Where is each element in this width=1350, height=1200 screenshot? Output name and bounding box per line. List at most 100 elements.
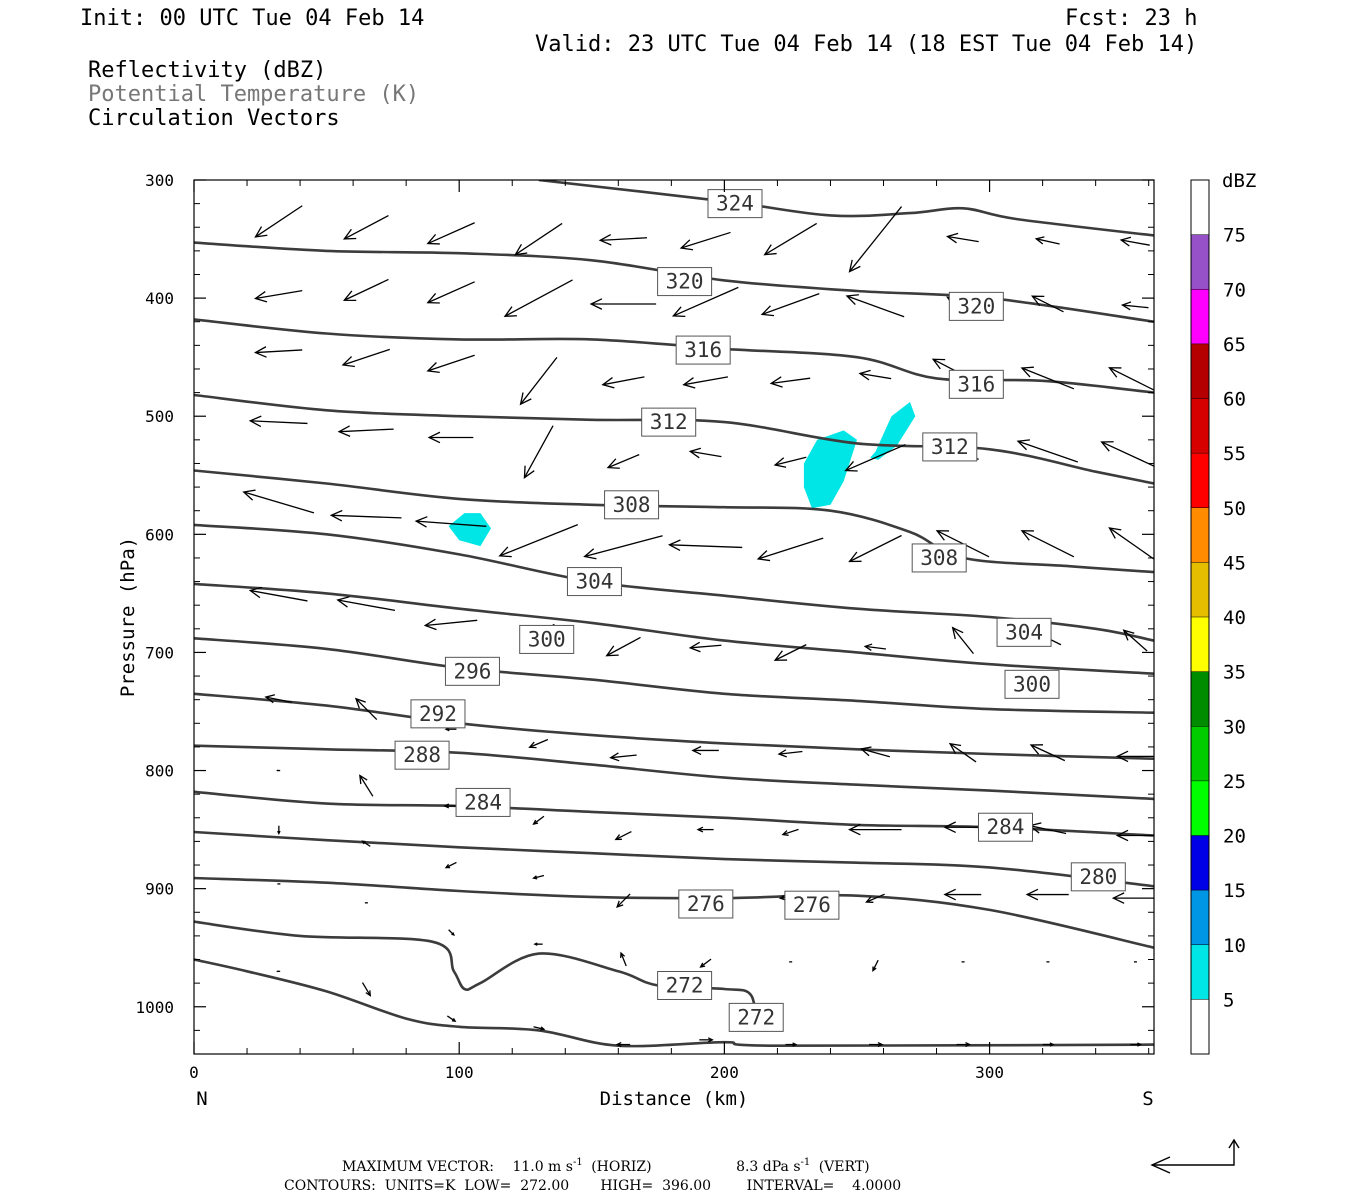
- theta-contour-300: [194, 582, 1154, 675]
- svg-text:292: 292: [419, 702, 457, 726]
- colorbar-label-20: 20: [1223, 826, 1246, 848]
- wind-vector-31: [1020, 366, 1075, 390]
- wind-vector-23: [341, 348, 390, 368]
- wind-vector-76: [1115, 750, 1154, 763]
- wind-vector-6: [763, 222, 818, 256]
- wind-vector-9: [1034, 236, 1060, 245]
- colorbar-bin-55: [1191, 398, 1209, 454]
- colorbar-bin-45: [1191, 507, 1209, 563]
- wind-vector-42: [1016, 439, 1079, 463]
- valid-time: Valid: 23 UTC Tue 04 Feb 14 (18 EST Tue …: [535, 32, 1197, 57]
- theta-contour-288: [194, 744, 1154, 801]
- theta-contour-292: [194, 692, 1154, 760]
- contour-label-276-a: 276: [678, 889, 734, 919]
- wind-vector-4: [598, 233, 648, 246]
- wind-vector-34: [337, 425, 394, 437]
- wind-vector-24: [426, 354, 475, 374]
- wind-vector-22: [253, 346, 303, 358]
- wind-vector-65: [1122, 629, 1148, 652]
- theta-contour-324: [538, 180, 1154, 237]
- wind-vector-17: [760, 293, 820, 317]
- theta-contour-316: [194, 318, 1154, 394]
- x-end-south: S: [1142, 1088, 1153, 1110]
- colorbar-bin-5: [1191, 944, 1209, 1000]
- svg-text:312: 312: [931, 435, 969, 459]
- wind-vector-101: [448, 929, 455, 937]
- wind-vector-15: [589, 298, 657, 310]
- y-tick-label-600: 600: [145, 525, 174, 544]
- wind-vector-83: [781, 828, 799, 836]
- field-circulation-vectors: Circulation Vectors: [88, 106, 340, 131]
- wind-vector-112: [446, 1015, 457, 1022]
- contour-label-304-b: 304: [996, 617, 1052, 647]
- x-tick-label-100: 100: [445, 1063, 474, 1082]
- wind-vector-113: [533, 1026, 546, 1031]
- svg-text:300: 300: [1013, 672, 1051, 696]
- wind-vector-103: [620, 951, 627, 967]
- wind-vector-33: [248, 415, 308, 428]
- theta-contour-272: [194, 920, 758, 1031]
- field-reflectivity: Reflectivity (dBZ): [88, 58, 326, 83]
- svg-text:300: 300: [528, 627, 566, 651]
- wind-vector-106: [872, 959, 879, 972]
- svg-text:284: 284: [464, 790, 502, 814]
- wind-vector-14: [503, 279, 573, 318]
- wind-vector-44: [242, 489, 315, 514]
- wind-vector-88: [277, 825, 281, 835]
- wind-vector-50: [756, 537, 824, 562]
- wind-vector-36: [523, 425, 554, 479]
- wind-vector-95: [865, 893, 885, 903]
- theta-contour-312: [194, 393, 1154, 485]
- max-vector-text: MAXIMUM VECTOR: 11.0 m s-1 (HORIZ) 8.3 d…: [342, 1153, 870, 1175]
- field-potential-temperature: Potential Temperature (K): [88, 82, 419, 107]
- wind-vector-81: [614, 831, 632, 841]
- theta-contour-276: [194, 876, 1154, 949]
- colorbar-label-30: 30: [1223, 716, 1246, 738]
- contour-label-316-a: 316: [675, 335, 731, 365]
- svg-text:280: 280: [1079, 865, 1117, 889]
- wind-vector-53: [1020, 530, 1075, 558]
- svg-text:284: 284: [987, 815, 1025, 839]
- wind-vector-114: [615, 1041, 631, 1048]
- colorbar-label-70: 70: [1223, 279, 1246, 301]
- contour-label-300-a: 300: [519, 624, 575, 654]
- max-vector-vert-tag: (VERT): [819, 1159, 870, 1175]
- wind-vector-75: [1029, 744, 1066, 762]
- wind-vector-117: [869, 1041, 884, 1048]
- wind-vector-120: [1130, 1042, 1143, 1047]
- colorbar-label-40: 40: [1223, 607, 1246, 629]
- colorbar-label-35: 35: [1223, 662, 1246, 684]
- wind-vector-26: [601, 376, 645, 389]
- colorbar: 5 10 15 20 25 30 35 40 45 50 55 60 65 70 75: [1190, 179, 1246, 1055]
- x-axis-title: Distance (km): [600, 1088, 749, 1110]
- colorbar-bin-60: [1191, 343, 1209, 399]
- wind-vector-82: [696, 826, 714, 833]
- colorbar-label-75: 75: [1223, 225, 1246, 247]
- wind-vector-59: [605, 636, 641, 657]
- wind-vector-16: [671, 286, 739, 318]
- colorbar-bin-70: [1191, 234, 1209, 290]
- wind-vector-7: [848, 206, 903, 273]
- colorbar-bin-below-5: [1191, 999, 1209, 1054]
- wind-vector-5: [679, 231, 731, 251]
- svg-text:288: 288: [403, 743, 441, 767]
- wind-vector-57: [423, 618, 478, 631]
- wind-vector-74: [948, 742, 977, 763]
- colorbar-bin-30: [1191, 671, 1209, 727]
- contour-labels: 324 320 320 316 316 312 312 308 308 304 304 300 300 2…: [394, 189, 1126, 1032]
- colorbar-bin-15: [1191, 835, 1209, 891]
- wind-vector-38: [688, 447, 722, 459]
- wind-vector-115: [699, 1037, 714, 1043]
- wind-vector-69: [528, 738, 549, 749]
- colorbar-bin-25: [1191, 726, 1209, 781]
- wind-vector-89: [361, 840, 371, 847]
- svg-text:272: 272: [666, 973, 704, 997]
- wind-vector-90: [444, 861, 457, 869]
- wind-vector-12: [342, 278, 389, 302]
- plot-frame: [193, 179, 1155, 1055]
- x-tick-label-0: 0: [189, 1063, 199, 1082]
- wind-vector-80: [532, 815, 545, 825]
- max-vector-label: MAXIMUM VECTOR:: [342, 1159, 494, 1175]
- wind-vector-46: [414, 516, 487, 528]
- svg-text:308: 308: [920, 546, 958, 570]
